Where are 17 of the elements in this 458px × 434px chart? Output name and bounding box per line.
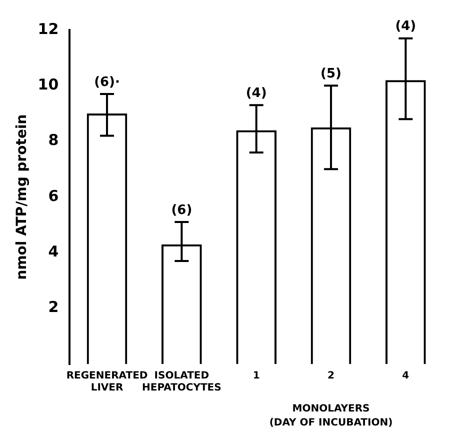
y-tick-label: 6 bbox=[48, 186, 59, 205]
annotation: (5) bbox=[320, 66, 342, 82]
y-tick-label: 2 bbox=[48, 298, 59, 316]
text: MONOLAYERS bbox=[292, 404, 370, 415]
annotation: (4) bbox=[395, 19, 416, 34]
y-tick-label: 10 bbox=[38, 76, 59, 94]
y-tick-label: 8 bbox=[48, 131, 59, 150]
text: (DAY OF INCUBATION) bbox=[269, 418, 393, 429]
y-tick-label: 12 bbox=[38, 20, 59, 38]
x-tick-label: 2 bbox=[328, 370, 335, 382]
annotation: (6)· bbox=[94, 74, 120, 90]
annotation: (4) bbox=[246, 86, 267, 102]
y-tick-label: 4 bbox=[48, 242, 59, 261]
x-tick-label: 1 bbox=[252, 370, 260, 382]
y-axis-title: nmol ATP/mg protein bbox=[14, 114, 30, 280]
x-tick-label: 4 bbox=[402, 370, 410, 382]
annotation: (6) bbox=[171, 202, 192, 218]
